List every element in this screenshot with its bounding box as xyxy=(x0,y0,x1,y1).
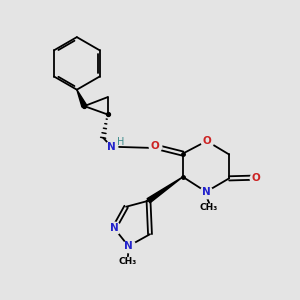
Text: N: N xyxy=(124,241,133,251)
Text: CH₃: CH₃ xyxy=(200,203,218,212)
Text: N: N xyxy=(202,187,211,197)
Polygon shape xyxy=(77,90,87,107)
Text: O: O xyxy=(150,141,159,151)
Text: N: N xyxy=(110,223,118,233)
Text: O: O xyxy=(252,173,260,183)
Text: N: N xyxy=(107,142,116,152)
Text: CH₃: CH₃ xyxy=(119,257,137,266)
Text: O: O xyxy=(202,136,211,146)
Polygon shape xyxy=(147,177,183,203)
Text: H: H xyxy=(117,136,124,147)
